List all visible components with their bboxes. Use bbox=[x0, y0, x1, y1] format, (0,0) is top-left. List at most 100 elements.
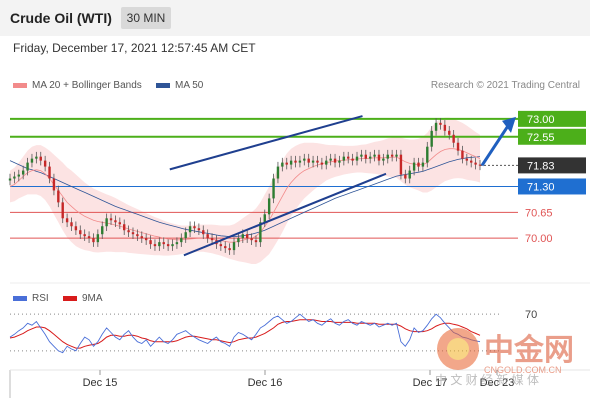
level-label-0: 73.00 bbox=[527, 114, 555, 126]
rsi-panel: 70 bbox=[9, 309, 537, 354]
candle-body bbox=[452, 134, 455, 143]
candle-body bbox=[281, 162, 284, 167]
candle-body bbox=[237, 238, 240, 243]
candle-body bbox=[105, 218, 108, 227]
candle-body bbox=[171, 244, 174, 247]
candle-body bbox=[250, 238, 253, 241]
candle-body bbox=[109, 218, 113, 221]
candle-body bbox=[263, 214, 266, 223]
level-badge-3 bbox=[518, 178, 586, 195]
candle-body bbox=[294, 160, 297, 163]
candle-body bbox=[408, 170, 411, 179]
timeframe-button[interactable]: 30 MIN bbox=[121, 7, 171, 29]
legend-rsi-label: RSI bbox=[32, 293, 49, 304]
candle-body bbox=[399, 154, 403, 175]
candle-body bbox=[87, 236, 91, 239]
candle-body bbox=[52, 178, 56, 191]
candle-body bbox=[474, 162, 477, 165]
candle-body bbox=[478, 164, 482, 166]
candle-body bbox=[259, 222, 262, 243]
x-tick-label: Dec 17 bbox=[413, 377, 448, 389]
candle-body bbox=[228, 248, 231, 251]
candle-body bbox=[30, 158, 34, 163]
candle-body bbox=[382, 158, 385, 161]
level-label-3: 71.30 bbox=[527, 181, 555, 193]
candle-body bbox=[43, 160, 47, 167]
level-label-1: 72.55 bbox=[527, 132, 555, 144]
candle-body bbox=[439, 122, 442, 125]
candle-body bbox=[254, 240, 258, 243]
candle-body bbox=[158, 242, 161, 247]
level-label-5: 70.00 bbox=[525, 233, 553, 245]
chart-datetime: Friday, December 17, 2021 12:57:45 AM CE… bbox=[13, 41, 256, 55]
candle-body bbox=[57, 190, 60, 203]
candle-body bbox=[241, 234, 245, 239]
candle-body bbox=[26, 162, 29, 171]
cngold-watermark: 中金网 CNGOLD.COM.CN 中 文 财 经 新 媒 体 bbox=[435, 328, 574, 387]
candle-body bbox=[162, 242, 165, 245]
header-bar: Crude Oil (WTI) 30 MIN bbox=[0, 0, 590, 36]
candle-body bbox=[83, 234, 86, 237]
candle-body bbox=[180, 238, 183, 243]
candle-body bbox=[272, 178, 275, 199]
candle-body bbox=[206, 234, 209, 239]
x-tick-label: Dec 16 bbox=[248, 377, 283, 389]
legend-ma20: MA 20 + Bollinger Bands bbox=[13, 80, 142, 91]
candle-body bbox=[421, 162, 425, 167]
level-label-4: 70.65 bbox=[525, 207, 553, 219]
level-badge-2 bbox=[518, 157, 586, 174]
legend-ma20-label: MA 20 + Bollinger Bands bbox=[32, 80, 142, 91]
time-axis: Dec 15 Dec 16 Dec 17 Dec 23 bbox=[9, 369, 590, 398]
candle-body bbox=[426, 146, 429, 163]
candle-body bbox=[13, 176, 16, 179]
candle-body bbox=[166, 244, 170, 247]
candle-body bbox=[342, 156, 346, 161]
ma50-line bbox=[9, 156, 481, 237]
candle-body bbox=[461, 150, 464, 159]
candle-body bbox=[17, 174, 20, 177]
candle-body bbox=[351, 158, 354, 161]
candle-body bbox=[395, 154, 398, 157]
candle-body bbox=[197, 228, 201, 231]
candle-body bbox=[470, 160, 473, 163]
candle-body bbox=[70, 222, 73, 227]
candle-body bbox=[364, 154, 367, 159]
candle-body bbox=[316, 160, 319, 163]
candle-body bbox=[114, 220, 117, 223]
candle-body bbox=[307, 158, 310, 163]
main-panel: 73.00 72.55 71.83 71.30 70.65 70.00 bbox=[8, 110, 590, 284]
legend-9ma-label: 9MA bbox=[82, 293, 103, 304]
candle-body bbox=[368, 156, 372, 159]
candle-body bbox=[333, 158, 337, 163]
candle-body bbox=[140, 236, 143, 239]
x-tick-label: Dec 15 bbox=[83, 377, 118, 389]
candle-body bbox=[232, 242, 236, 251]
watermark-tagline: 中 文 财 经 新 媒 体 bbox=[435, 372, 539, 387]
candle-body bbox=[289, 160, 293, 165]
level-badge-0 bbox=[518, 110, 586, 127]
candle-body bbox=[298, 160, 302, 163]
rsi-ma9-line bbox=[9, 319, 481, 349]
candle-body bbox=[118, 222, 122, 225]
legend-9ma: 9MA bbox=[63, 293, 103, 304]
forecast-arrow-head-icon bbox=[502, 116, 516, 133]
candle-body bbox=[373, 154, 376, 157]
forecast-arrow bbox=[480, 122, 512, 167]
watermark-brand: 中金网 bbox=[484, 333, 574, 367]
ma9-swatch bbox=[63, 295, 77, 301]
candle-body bbox=[267, 198, 271, 215]
candle-body bbox=[412, 162, 416, 171]
candle-body bbox=[329, 158, 332, 161]
bollinger-band bbox=[10, 117, 480, 265]
candle-body bbox=[360, 154, 363, 157]
candle-body bbox=[65, 218, 69, 223]
candle-body bbox=[48, 166, 51, 179]
candle-body bbox=[210, 238, 214, 241]
candle-body bbox=[35, 156, 38, 159]
candle-body bbox=[390, 154, 394, 157]
ma50-swatch bbox=[156, 82, 170, 88]
candle-body bbox=[430, 130, 433, 147]
candle-body bbox=[417, 162, 420, 167]
candle-body bbox=[193, 226, 196, 229]
